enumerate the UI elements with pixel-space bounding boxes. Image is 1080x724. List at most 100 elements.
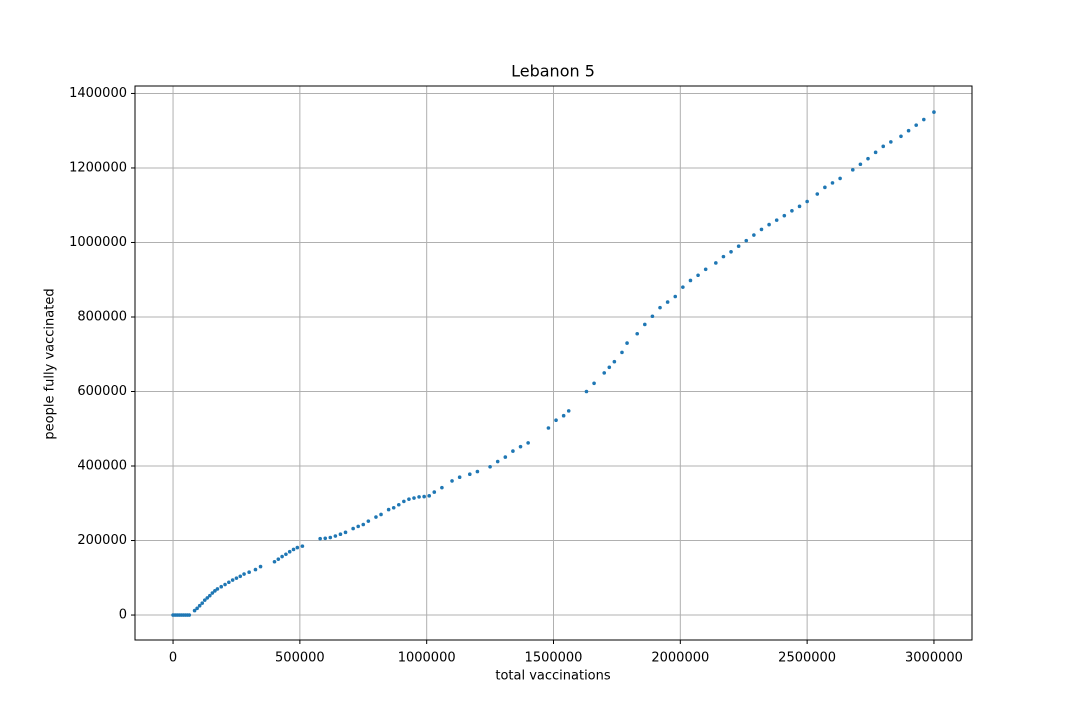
point [866,156,870,161]
point [223,582,227,587]
point [450,479,454,483]
point [343,530,348,535]
y-tick-label: 0 [119,608,127,623]
y-axis-label: people fully vaccinated [43,288,58,439]
point [407,497,411,501]
point [276,557,281,561]
point [412,496,416,500]
point [546,426,551,430]
point [495,459,500,464]
point [932,110,936,114]
y-tick-label: 800000 [77,309,127,324]
point [318,536,322,541]
point [503,455,508,459]
x-tick-label: 1000000 [398,651,456,666]
point [379,512,383,517]
point [899,134,903,139]
x-tick-label: 2000000 [651,651,709,666]
point [234,576,239,580]
point [213,589,217,593]
point [703,267,708,272]
point [823,185,827,190]
point [200,601,205,605]
point [210,591,215,595]
point [417,495,421,499]
point [391,505,396,510]
point [432,490,437,494]
point [914,123,918,127]
point [665,300,670,304]
point [187,613,192,617]
point [922,117,926,122]
point [247,570,251,574]
point [208,593,212,598]
point [759,227,764,232]
point [440,485,444,490]
point [620,350,624,355]
point [774,218,779,222]
point [838,176,842,181]
point [219,584,224,589]
x-tick-label: 1500000 [525,651,583,666]
y-tick-label: 1200000 [69,160,127,175]
point [205,596,210,600]
point [612,359,617,364]
point [673,294,678,299]
x-tick-label: 3000000 [905,651,963,666]
point [386,507,391,512]
point [554,418,558,422]
point [351,526,355,531]
point [602,371,607,375]
point [295,545,300,550]
plot-frame [134,85,973,641]
point [782,213,787,218]
y-tick-label: 1000000 [69,235,127,250]
point [361,522,366,527]
point [729,249,733,254]
point [356,524,361,529]
point [396,502,401,507]
x-tick-label: 2500000 [778,651,836,666]
point [518,444,523,449]
point [696,273,700,278]
point [566,409,571,413]
point [258,564,263,569]
x-axis-label: total vaccinations [495,669,611,684]
point [721,254,726,259]
point [280,554,284,559]
point [561,413,566,418]
point [584,389,589,394]
point [338,532,343,536]
point [333,534,338,538]
point [468,472,472,477]
point [643,322,647,327]
point [374,515,378,519]
point [253,567,258,572]
point [858,162,863,167]
point [752,233,756,237]
point [658,305,662,310]
point [300,544,305,548]
point [736,244,741,249]
point [635,331,639,336]
y-tick-label: 600000 [77,384,127,399]
point [850,168,855,172]
point [227,580,231,585]
point [906,128,911,133]
point [790,209,794,213]
y-tick-label: 1400000 [69,86,127,101]
point [805,199,809,204]
point [215,587,220,591]
point [526,441,530,445]
point [402,499,406,504]
point [457,475,462,479]
point [427,494,432,498]
point [889,140,893,144]
point [195,606,199,611]
point [488,464,492,469]
point [422,494,426,499]
point [202,598,207,602]
point [284,552,288,557]
point [607,365,612,370]
